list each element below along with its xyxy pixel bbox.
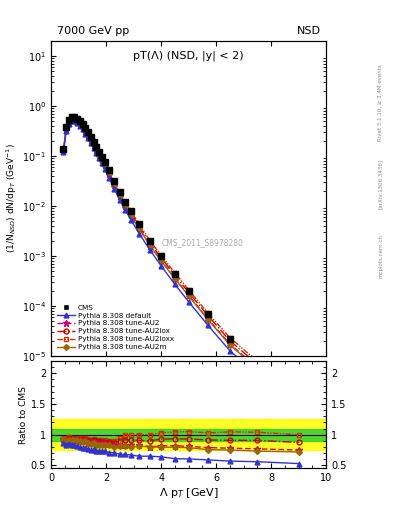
Text: mcplots.cern.ch: mcplots.cern.ch [378,234,383,278]
X-axis label: Λ p$_T$ [GeV]: Λ p$_T$ [GeV] [159,486,219,500]
Text: pT(Λ) (NSD, |y| < 2): pT(Λ) (NSD, |y| < 2) [133,50,244,61]
Text: CMS_2011_S8978280: CMS_2011_S8978280 [162,238,243,247]
Text: 7000 GeV pp: 7000 GeV pp [57,26,129,36]
Bar [51,429,326,441]
Text: Rivet 3.1.10, ≥ 3.4M events: Rivet 3.1.10, ≥ 3.4M events [378,64,383,141]
Text: NSD: NSD [297,26,321,36]
Legend: CMS, Pythia 8.308 default, Pythia 8.308 tune-AU2, Pythia 8.308 tune-AU2lox, Pyth: CMS, Pythia 8.308 default, Pythia 8.308 … [55,303,176,352]
Y-axis label: Ratio to CMS: Ratio to CMS [19,386,28,444]
Text: [arXiv:1306.3436]: [arXiv:1306.3436] [378,159,383,209]
Bar [51,419,326,450]
Y-axis label: (1/N$_{NSD}$) dN/dp$_T$ (GeV$^{-1}$): (1/N$_{NSD}$) dN/dp$_T$ (GeV$^{-1}$) [5,143,19,253]
